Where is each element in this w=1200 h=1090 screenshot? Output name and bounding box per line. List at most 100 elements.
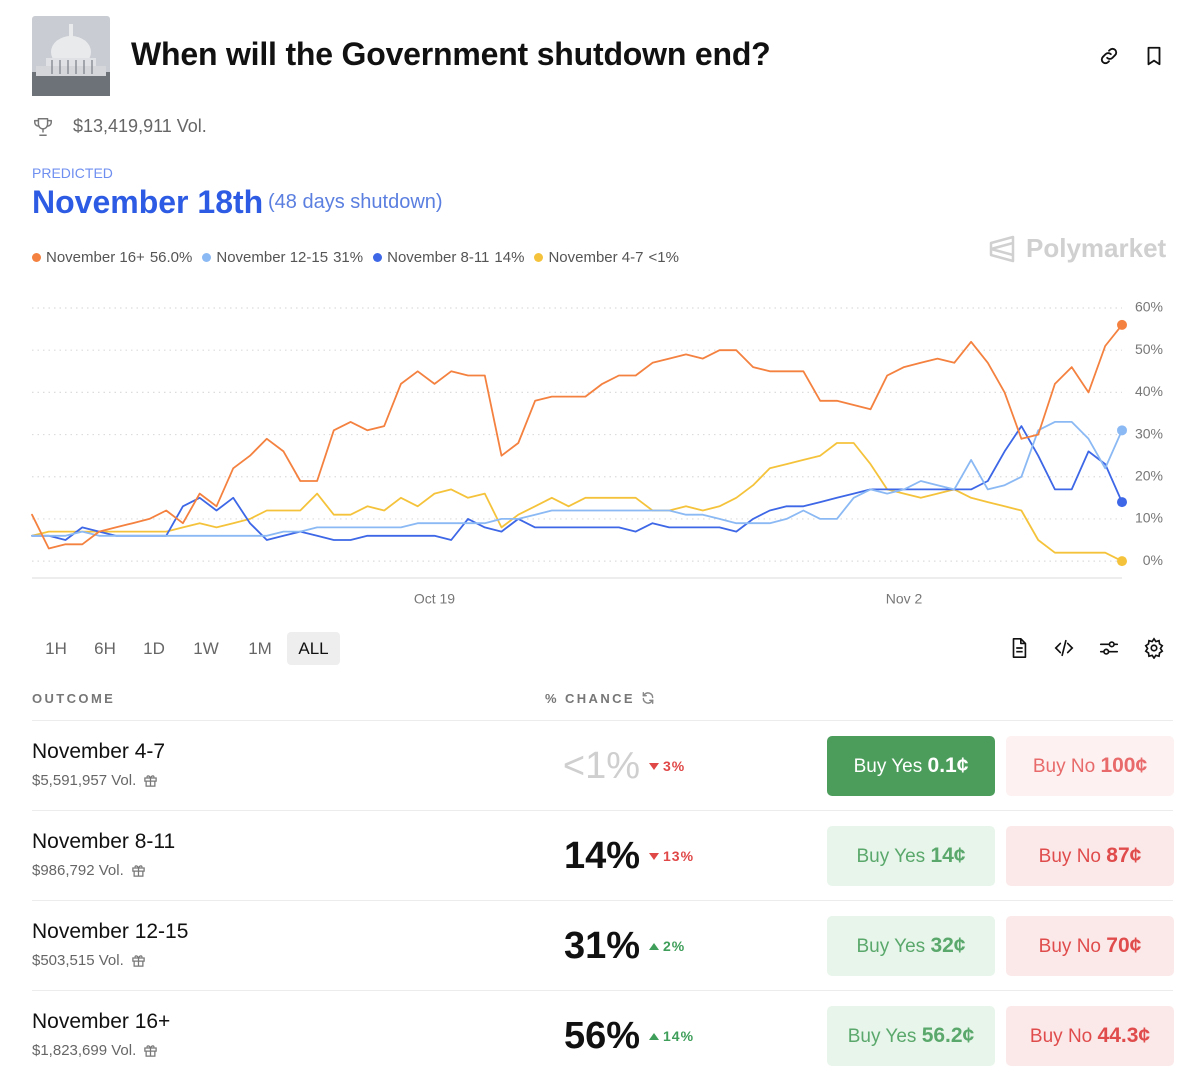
series-line bbox=[31, 324, 1123, 550]
volume-text: $986,792 Vol. bbox=[32, 862, 124, 879]
chance: 14% bbox=[563, 835, 640, 877]
row-separator bbox=[32, 720, 1173, 721]
buy-no-button[interactable]: Buy No 44.3¢ bbox=[1006, 1006, 1174, 1066]
volume-text: $1,823,699 Vol. bbox=[32, 1042, 137, 1059]
buy-yes-button[interactable]: Buy Yes 0.1¢ bbox=[827, 736, 995, 796]
watermark: Polymarket bbox=[988, 233, 1166, 264]
x-tick-label: Nov 2 bbox=[886, 591, 923, 607]
trend-arrow bbox=[649, 852, 659, 860]
y-tick-label: 50% bbox=[1135, 341, 1163, 357]
legend-name: November 8-11 bbox=[387, 249, 490, 266]
legend-item: November 8-11 14% bbox=[373, 249, 524, 266]
button-label: Buy Yes bbox=[856, 846, 926, 867]
total-volume: $13,419,911 Vol. bbox=[73, 116, 207, 136]
button-price: 14¢ bbox=[930, 844, 966, 867]
market-image bbox=[32, 16, 110, 96]
y-tick-label: 30% bbox=[1135, 425, 1163, 441]
button-label: Buy Yes bbox=[847, 1026, 917, 1047]
outcome-row: November 8-11 $986,792 Vol. 14% 13% Buy … bbox=[0, 810, 1200, 900]
series-line bbox=[31, 425, 1123, 541]
chance-change: 2% bbox=[649, 938, 685, 954]
change-text: 2% bbox=[663, 938, 686, 954]
chance-change: 3% bbox=[649, 758, 685, 774]
chance: 31% bbox=[563, 925, 640, 967]
bookmark-icon[interactable] bbox=[1143, 45, 1165, 67]
range-button[interactable]: 1D bbox=[138, 632, 170, 665]
end-point bbox=[1117, 556, 1127, 567]
legend-swatch bbox=[32, 253, 41, 262]
chance-change: 13% bbox=[649, 848, 694, 864]
outcome-volume: $5,591,957 Vol. bbox=[32, 772, 158, 789]
legend-item: November 4-7 <1% bbox=[534, 249, 679, 266]
chance-change: 14% bbox=[649, 1028, 694, 1044]
column-header: OUTCOME bbox=[32, 691, 116, 706]
document-icon[interactable] bbox=[1008, 637, 1030, 659]
button-label: Buy No bbox=[1038, 936, 1101, 957]
range-button[interactable]: ALL bbox=[287, 632, 340, 665]
legend-name: November 12-15 bbox=[216, 249, 329, 266]
gift-icon bbox=[132, 955, 145, 967]
buy-yes-button[interactable]: Buy Yes 56.2¢ bbox=[827, 1006, 995, 1066]
refresh-icon[interactable] bbox=[641, 691, 655, 705]
watermark-logo bbox=[989, 235, 1015, 262]
legend-value: 14% bbox=[494, 249, 525, 266]
legend: November 16+ 56.0% November 12-15 31% Novemb… bbox=[32, 249, 679, 266]
end-point bbox=[1117, 497, 1127, 508]
button-label: Buy No bbox=[1029, 1026, 1093, 1047]
row-separator bbox=[32, 990, 1173, 991]
chance: <1% bbox=[562, 745, 640, 787]
legend-name: November 16+ bbox=[46, 249, 145, 266]
range-button[interactable]: 6H bbox=[89, 632, 121, 665]
row-separator bbox=[32, 810, 1173, 811]
row-separator bbox=[32, 900, 1173, 901]
buy-no-button[interactable]: Buy No 100¢ bbox=[1006, 736, 1174, 796]
y-tick-label: 20% bbox=[1135, 467, 1163, 483]
legend-item: November 12-15 31% bbox=[202, 249, 363, 266]
buy-no-button[interactable]: Buy No 70¢ bbox=[1006, 916, 1174, 976]
series-line bbox=[31, 421, 1123, 537]
outcome-name: November 12-15 bbox=[32, 920, 189, 943]
buy-no-button[interactable]: Buy No 87¢ bbox=[1006, 826, 1174, 886]
outcome-row: November 4-7 $5,591,957 Vol. <1% 3% Buy … bbox=[0, 720, 1200, 810]
chance: 56% bbox=[563, 1015, 640, 1057]
outcome-volume: $503,515 Vol. bbox=[32, 952, 146, 969]
change-text: 3% bbox=[663, 758, 686, 774]
button-price: 44.3¢ bbox=[1097, 1024, 1151, 1047]
link-icon[interactable] bbox=[1098, 45, 1120, 67]
button-price: 32¢ bbox=[930, 934, 966, 957]
button-price: 100¢ bbox=[1100, 754, 1148, 777]
gift-icon bbox=[144, 1045, 158, 1057]
button-price: 70¢ bbox=[1106, 934, 1142, 957]
range-button[interactable]: 1W bbox=[189, 632, 223, 665]
predicted-detail: (48 days shutdown) bbox=[268, 191, 443, 213]
buy-yes-button[interactable]: Buy Yes 32¢ bbox=[827, 916, 995, 976]
range-button[interactable]: 1H bbox=[40, 632, 72, 665]
legend-item: November 16+ 56.0% bbox=[32, 249, 192, 266]
button-label: Buy No bbox=[1038, 846, 1101, 867]
filter-icon[interactable] bbox=[1098, 637, 1120, 659]
settings-icon[interactable] bbox=[1143, 637, 1165, 659]
gift-icon bbox=[132, 865, 145, 877]
y-tick-label: 60% bbox=[1135, 299, 1163, 315]
outcome-name: November 16+ bbox=[32, 1010, 171, 1033]
price-chart: 0% 10% 20% 30% 40% 50% 60% Oct 19 Nov 2 bbox=[31, 299, 1163, 607]
trophy-icon bbox=[34, 118, 52, 136]
outcome-volume: $986,792 Vol. bbox=[32, 862, 146, 879]
y-tick-label: 0% bbox=[1143, 552, 1163, 568]
change-text: 14% bbox=[663, 1028, 695, 1044]
outcome-row: November 16+ $1,823,699 Vol. 56% 14% Buy… bbox=[0, 990, 1200, 1080]
trend-arrow bbox=[649, 1032, 659, 1040]
change-text: 13% bbox=[663, 848, 695, 864]
embed-icon[interactable] bbox=[1053, 637, 1075, 659]
outcome-name: November 4-7 bbox=[32, 740, 166, 763]
end-point bbox=[1117, 425, 1127, 436]
buy-yes-button[interactable]: Buy Yes 14¢ bbox=[827, 826, 995, 886]
range-button[interactable]: 1M bbox=[243, 632, 277, 665]
market-title: When will the Government shutdown end? bbox=[131, 36, 771, 72]
trend-arrow bbox=[649, 762, 659, 770]
column-header: % CHANCE bbox=[545, 691, 635, 706]
button-price: 0.1¢ bbox=[927, 754, 969, 777]
end-point bbox=[1117, 319, 1127, 330]
legend-swatch bbox=[202, 253, 212, 262]
